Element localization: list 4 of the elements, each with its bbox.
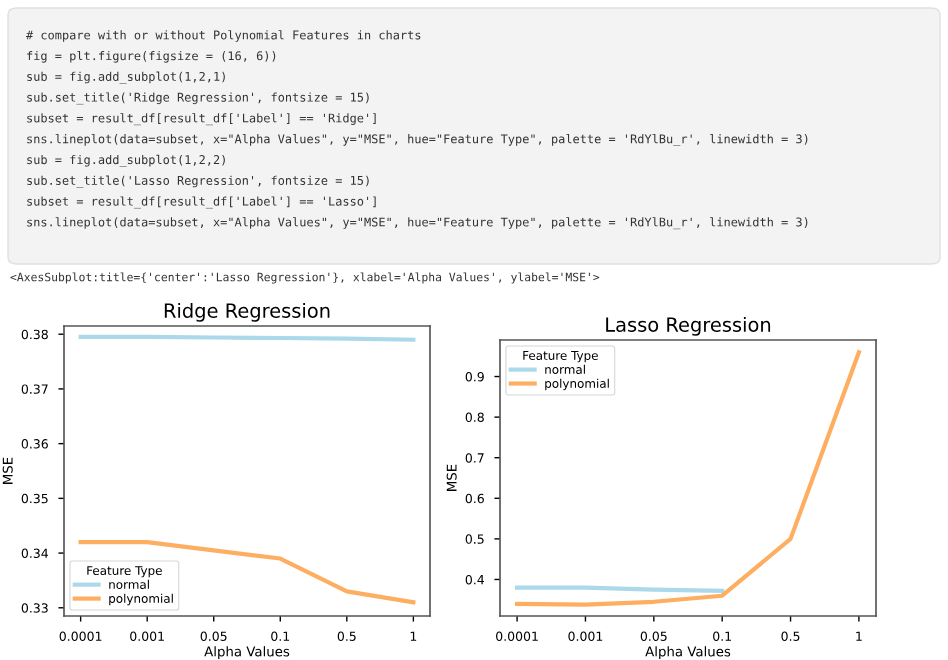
chart-title: Lasso Regression bbox=[606, 316, 771, 336]
line-series bbox=[78, 540, 416, 605]
line-series bbox=[515, 350, 861, 607]
chart-title: Ridge Regression bbox=[164, 302, 330, 322]
